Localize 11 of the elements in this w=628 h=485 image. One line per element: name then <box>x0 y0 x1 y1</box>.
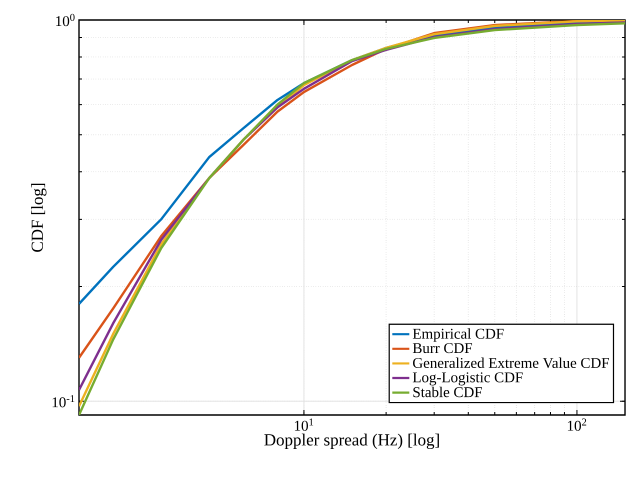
legend-label: Burr CDF <box>412 343 472 354</box>
y-axis-title: CDF [log] <box>31 184 46 252</box>
legend-label: Empirical CDF <box>412 328 504 342</box>
legend-label: Stable CDF <box>413 386 482 398</box>
legend-label: Log-Logistic CDF <box>412 372 523 386</box>
legend-label: Generalized Extreme Value CDF <box>413 357 609 368</box>
x-tick-label: 10$^{2}$ <box>568 418 586 431</box>
x-axis-title: Doppler spread (Hz) [log] <box>264 434 439 450</box>
y-tick-label: 10$^{0}$ <box>56 14 75 26</box>
x-tick-label: 10$^{1}$ <box>294 418 314 431</box>
y-tick-label: 10$^{-1}$ <box>52 395 74 408</box>
